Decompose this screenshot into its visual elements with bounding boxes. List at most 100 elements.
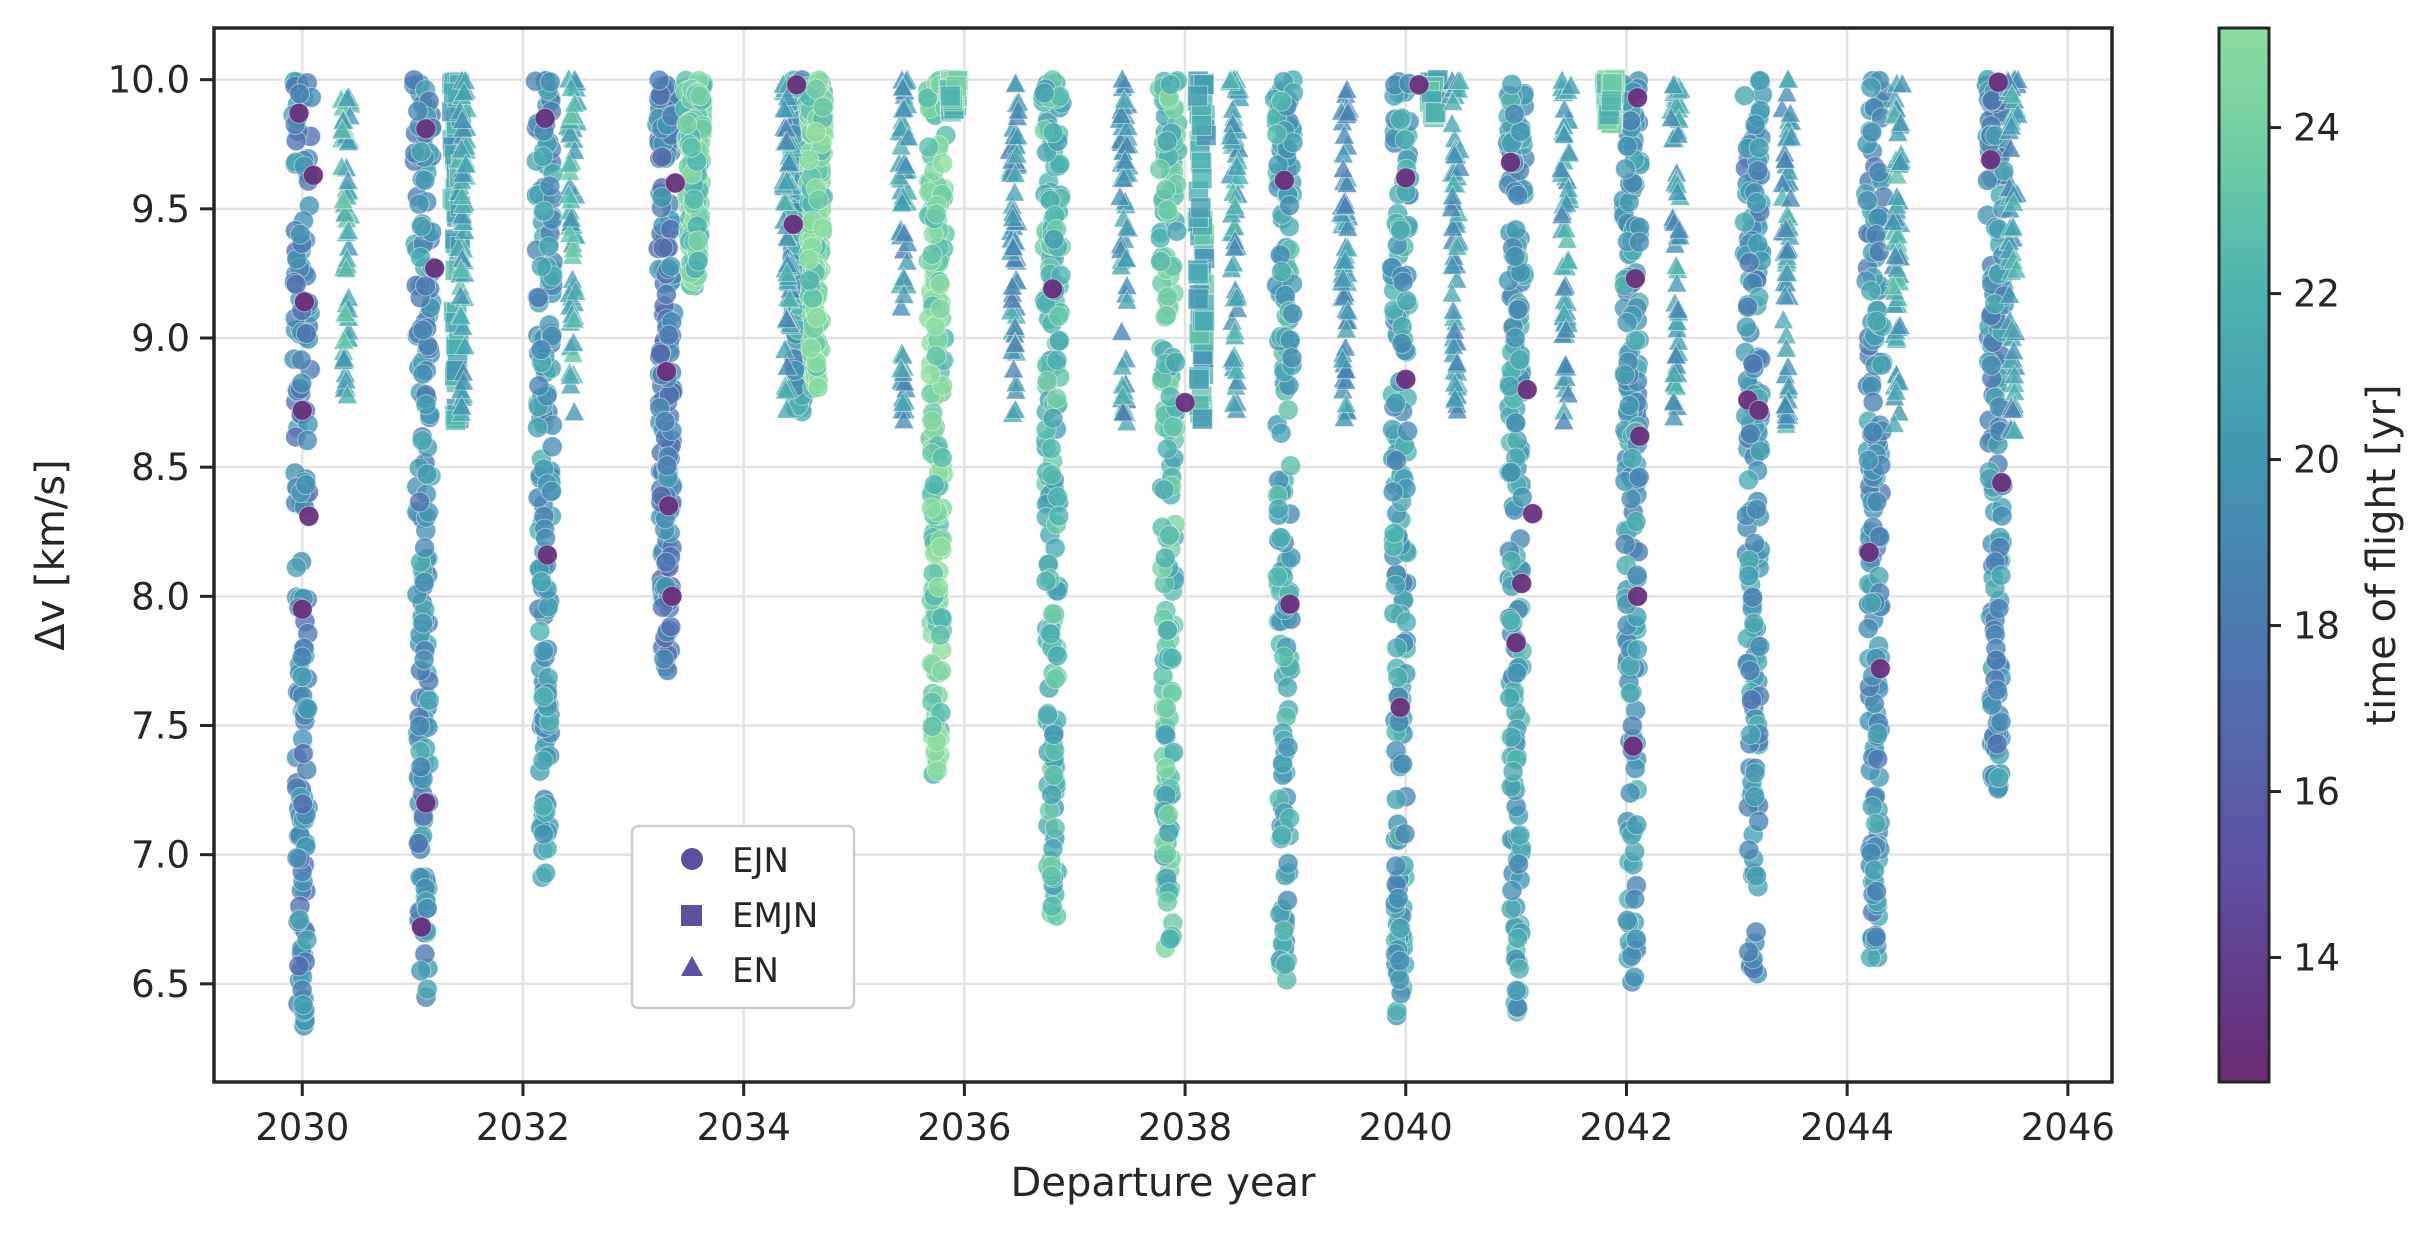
- colorbar-tick-label: 22: [2293, 273, 2340, 316]
- point-ejn: [292, 994, 314, 1016]
- point-ejn-short-tof: [288, 102, 310, 124]
- point-ejn: [409, 491, 431, 513]
- point-ejn: [1746, 865, 1768, 887]
- point-ejn: [1743, 612, 1765, 634]
- point-ejn: [409, 246, 431, 268]
- point-ejn: [1270, 527, 1292, 549]
- y-axis-ticks: 6.5 7.0 7.5 8.0 8.5 9.0 9.5 10.0: [108, 59, 214, 1006]
- point-ejn: [538, 235, 560, 257]
- point-ejn: [416, 463, 438, 485]
- point-ejn: [1740, 723, 1762, 745]
- point-ejn: [650, 343, 672, 365]
- point-en: [1558, 141, 1581, 163]
- point-ejn: [407, 100, 429, 122]
- point-ejn: [1273, 920, 1295, 942]
- point-ejn: [410, 756, 432, 778]
- y-tick-label: 7.0: [131, 834, 190, 877]
- point-ejn-short-tof: [1395, 167, 1417, 189]
- point-ejn: [412, 612, 434, 634]
- point-en: [563, 400, 586, 422]
- point-ejn: [285, 556, 307, 578]
- point-emjn: [1191, 408, 1213, 430]
- point-ejn: [1861, 796, 1883, 818]
- point-ejn: [1749, 635, 1771, 657]
- colorbar-tick-label: 20: [2293, 439, 2340, 482]
- point-ejn: [413, 571, 435, 593]
- point-ejn: [651, 186, 673, 208]
- point-ejn: [1861, 121, 1883, 143]
- point-ejn: [415, 394, 437, 416]
- point-ejn: [1047, 486, 1069, 508]
- point-ejn: [410, 141, 432, 163]
- point-ejn: [1502, 760, 1524, 782]
- point-ejn: [1737, 469, 1759, 491]
- point-ejn: [529, 620, 551, 642]
- point-ejn: [1620, 110, 1642, 132]
- point-ejn: [1747, 160, 1769, 182]
- point-ejn-short-tof: [1279, 593, 1301, 615]
- point-ejn: [408, 193, 430, 215]
- point-en: [1554, 353, 1577, 375]
- point-ejn: [1749, 70, 1771, 92]
- point-en: [1772, 308, 1795, 330]
- point-ejn: [1042, 603, 1064, 625]
- point-ejn: [931, 660, 953, 682]
- point-ejn: [1619, 782, 1641, 804]
- point-ejn: [527, 417, 549, 439]
- point-ejn: [1501, 880, 1523, 902]
- point-ejn: [1042, 122, 1064, 144]
- point-emjn: [939, 85, 961, 107]
- point-ejn: [1746, 191, 1768, 213]
- point-ejn: [1396, 290, 1418, 312]
- point-ejn: [1395, 611, 1417, 633]
- point-ejn: [920, 497, 942, 519]
- point-ejn: [1865, 813, 1887, 835]
- point-ejn: [799, 270, 821, 292]
- point-ejn: [541, 480, 563, 502]
- point-ejn: [1389, 969, 1411, 991]
- point-ejn: [1738, 941, 1760, 963]
- point-ejn: [1501, 73, 1523, 95]
- point-ejn: [923, 474, 945, 496]
- point-ejn: [1625, 511, 1647, 533]
- point-ejn: [1510, 121, 1532, 143]
- point-ejn: [1041, 464, 1063, 486]
- point-ejn: [533, 200, 555, 222]
- point-ejn: [1282, 303, 1304, 325]
- point-ejn-short-tof: [1273, 169, 1295, 191]
- point-ejn: [1273, 646, 1295, 668]
- point-ejn: [687, 250, 709, 272]
- point-ejn: [1157, 199, 1179, 221]
- point-ejn-short-tof: [1389, 696, 1411, 718]
- point-ejn-short-tof: [415, 792, 437, 814]
- legend-marker-ejn: [681, 848, 703, 870]
- point-ejn: [1046, 387, 1068, 409]
- point-ejn: [1742, 586, 1764, 608]
- point-ejn: [1504, 245, 1526, 267]
- point-ejn: [1862, 421, 1884, 443]
- point-ejn: [1277, 399, 1299, 421]
- point-ejn: [1504, 327, 1526, 349]
- point-ejn: [1866, 880, 1888, 902]
- point-ejn: [1040, 865, 1062, 887]
- point-ejn: [1745, 921, 1767, 943]
- point-ejn: [414, 537, 436, 559]
- point-ejn: [1868, 241, 1890, 263]
- point-ejn: [1266, 123, 1288, 145]
- legend: EJN EMJN EN: [630, 824, 856, 1010]
- point-ejn: [1505, 219, 1527, 241]
- point-ejn-short-tof: [415, 118, 437, 140]
- point-ejn: [407, 832, 429, 854]
- x-tick-label: 2046: [2021, 1106, 2115, 1149]
- point-ejn: [1391, 332, 1413, 354]
- point-ejn-short-tof: [1522, 503, 1544, 525]
- point-ejn: [1626, 564, 1648, 586]
- point-ejn: [660, 255, 682, 277]
- point-ejn: [285, 273, 307, 295]
- colorbar-tick-label: 16: [2293, 771, 2340, 814]
- point-ejn: [1154, 547, 1176, 569]
- point-ejn: [1860, 76, 1882, 98]
- point-ejn: [1382, 481, 1404, 503]
- point-ejn: [1628, 231, 1650, 253]
- point-ejn-short-tof: [782, 213, 804, 235]
